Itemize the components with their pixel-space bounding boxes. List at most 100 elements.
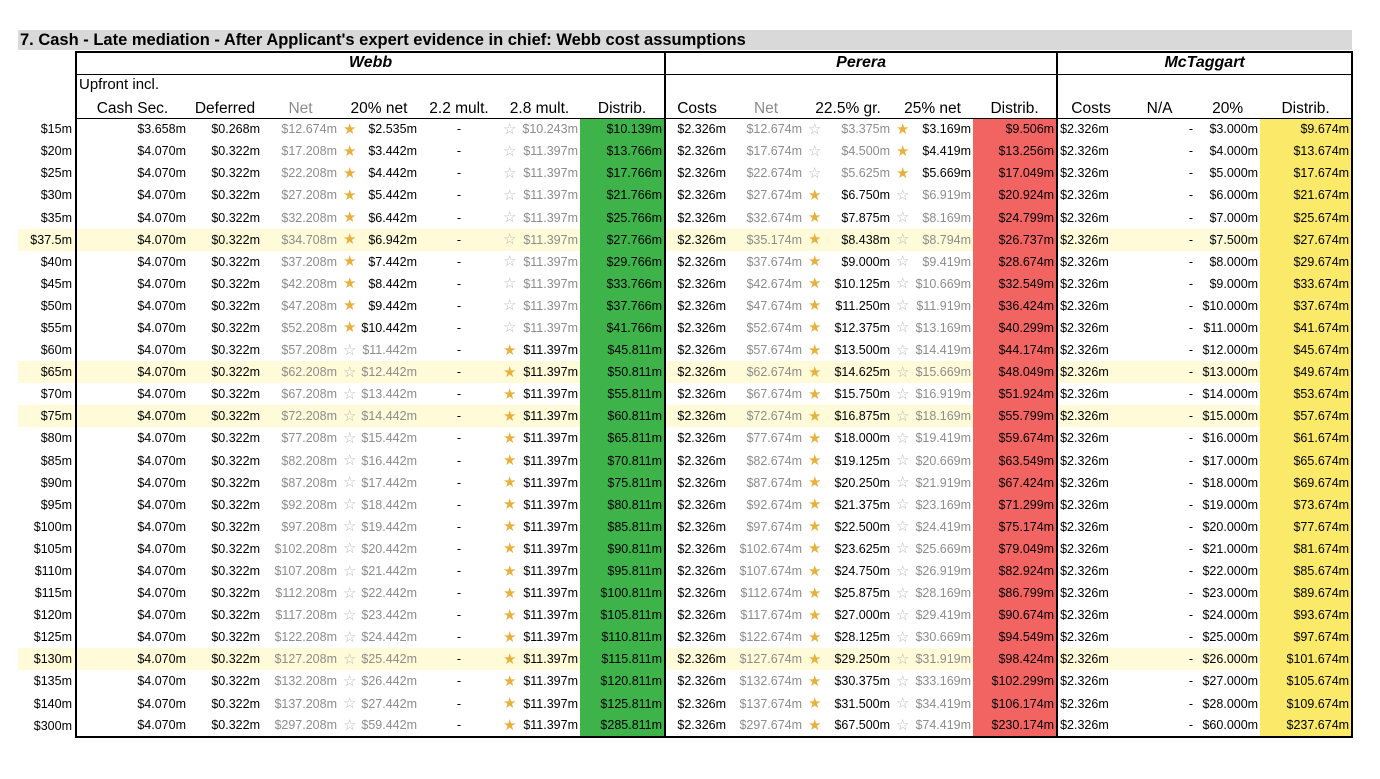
mctaggart-na: - [1188, 210, 1194, 225]
star-filled-icon: ★ [503, 650, 517, 668]
perera-net: $132.674m [739, 674, 803, 689]
star-filled-icon: ★ [808, 363, 822, 381]
webb-distrib: $10.139m [580, 118, 666, 141]
cell-value: $18.169m [915, 409, 972, 424]
star-outline-icon: ☆ [503, 142, 517, 160]
webb-net: $117.208m [275, 608, 337, 623]
star-outline-icon: ☆ [503, 186, 517, 204]
row-label: $100m [33, 519, 72, 534]
webb-deferred: $0.322m [211, 320, 260, 335]
perera-distrib: $28.674m [973, 250, 1058, 273]
webb-2-2-mult: - [456, 387, 462, 402]
webb-20-net: ★ $6.942m [339, 228, 419, 251]
cell-value: $67.500m [834, 718, 891, 733]
row-label: $80m [40, 431, 72, 446]
perera-distrib: $230.174m [973, 714, 1058, 738]
mctaggart-na: - [1188, 122, 1194, 137]
mctaggart-20: $16.000m [1202, 431, 1259, 446]
webb-net: $132.208m [274, 674, 337, 689]
webb-2-8-mult: ★ $11.397m [499, 494, 580, 516]
mctaggart-na: - [1124, 228, 1196, 251]
perera-costs: $2.326m [664, 294, 729, 317]
perera-distrib: $9.506m [973, 118, 1058, 141]
webb-cash-sec: $4.070m [75, 537, 188, 560]
table-row: $105m $4.070m $0.322m $102.208m ☆ $20.442m - ★ $… [18, 537, 1354, 560]
star-filled-icon: ★ [808, 385, 822, 403]
header-perera-0: Costs [664, 94, 729, 119]
star-filled-icon: ★ [808, 672, 822, 690]
perera-25-net: ☆ $21.919m [892, 472, 973, 494]
perera-net: $112.674m [740, 586, 803, 601]
row-label: $85m [40, 453, 72, 468]
mctaggart-20: $26.000m [1195, 648, 1261, 671]
star-outline-icon: ☆ [503, 319, 517, 337]
star-outline-icon: ☆ [503, 231, 517, 249]
webb-20-net: ☆ $15.442m [339, 427, 419, 449]
webb-2-2-mult: - [419, 714, 499, 738]
perera-25-net: ☆ $13.169m [892, 317, 973, 339]
mctaggart-distrib: $77.674m [1260, 515, 1354, 538]
webb-2-8-mult: ★ $11.397m [499, 472, 580, 494]
webb-20-net: ★ $10.442m [339, 317, 419, 339]
webb-2-2-mult: - [456, 564, 462, 579]
row-label: $25m [40, 166, 72, 181]
group-webb: Webb [74, 50, 666, 75]
perera-25-net: ☆ $8.169m [892, 206, 973, 228]
perera-distrib: $36.424m [973, 294, 1058, 317]
mctaggart-na: - [1188, 674, 1194, 689]
star-filled-icon: ★ [808, 429, 822, 447]
mctaggart-20: $9.000m [1209, 276, 1259, 291]
perera-costs: $2.326m [664, 714, 729, 738]
webb-2-2-mult: - [456, 519, 462, 534]
webb-distrib: $37.766m [580, 294, 666, 317]
mctaggart-20: $7.500m [1195, 228, 1261, 251]
webb-20-net: ☆ $59.442m [339, 714, 419, 738]
mctaggart-costs: $2.326m [1056, 405, 1125, 428]
header-webb-3: 20% net [339, 94, 419, 119]
perera-costs: $2.326m [664, 471, 729, 494]
webb-net: $122.208m [274, 630, 337, 645]
webb-distrib: $110.811m [580, 626, 666, 649]
cell-value: $25.875m [834, 586, 891, 601]
webb-net: $12.674m [281, 122, 337, 137]
row-label: $125m [33, 630, 72, 645]
cell-value: $11.397m [523, 652, 578, 667]
mctaggart-costs: $2.326m [1056, 228, 1125, 251]
star-outline-icon: ☆ [896, 584, 910, 602]
perera-net: $67.674m [746, 387, 803, 402]
star-outline-icon: ☆ [343, 650, 357, 668]
webb-20-net: ☆ $13.442m [339, 383, 419, 405]
webb-2-8-mult: ★ $11.397m [499, 383, 580, 405]
header-perera-3: 25% net [892, 94, 974, 119]
star-outline-icon: ☆ [896, 628, 910, 646]
webb-cash-sec: $4.070m [75, 427, 188, 450]
cell-value: $30.375m [834, 674, 891, 689]
table-row: $20m $4.070m $0.322m $17.208m ★ $3.442m - ☆ $11.… [18, 140, 1354, 163]
perera-distrib: $32.549m [973, 272, 1058, 295]
webb-deferred: $0.322m [211, 586, 260, 601]
cell-value: $24.419m [915, 519, 972, 534]
webb-2-8-mult: ★ $11.397m [499, 516, 580, 538]
webb-net: $297.208m [262, 714, 339, 738]
cell-value: $11.397m [523, 564, 578, 579]
mctaggart-na: - [1188, 387, 1194, 402]
webb-2-2-mult: - [456, 343, 462, 358]
star-filled-icon: ★ [808, 650, 822, 668]
cell-value: $27.442m [361, 696, 417, 711]
perera-22-5-gr: ★ $18.000m [804, 427, 892, 449]
webb-2-8-mult: ☆ $11.397m [499, 251, 580, 273]
table-row: $15m $3.658m $0.268m $12.674m ★ $2.535m - ☆ $10.… [18, 118, 1354, 141]
cell-value: $19.419m [915, 431, 972, 446]
mctaggart-na: - [1188, 254, 1194, 269]
cell-value: $15.442m [361, 431, 417, 446]
perera-net: $87.674m [746, 475, 803, 490]
mctaggart-na: - [1188, 541, 1194, 556]
webb-net: $97.208m [281, 519, 337, 534]
perera-25-net: ☆ $8.794m [892, 228, 974, 251]
webb-2-8-mult: ★ $11.397m [499, 427, 580, 449]
mctaggart-distrib: $13.674m [1260, 140, 1354, 163]
mctaggart-costs: $2.326m [1056, 582, 1125, 605]
webb-20-net: ☆ $25.442m [339, 648, 419, 671]
webb-deferred: $0.322m [211, 519, 260, 534]
perera-costs: $2.326m [664, 250, 729, 273]
